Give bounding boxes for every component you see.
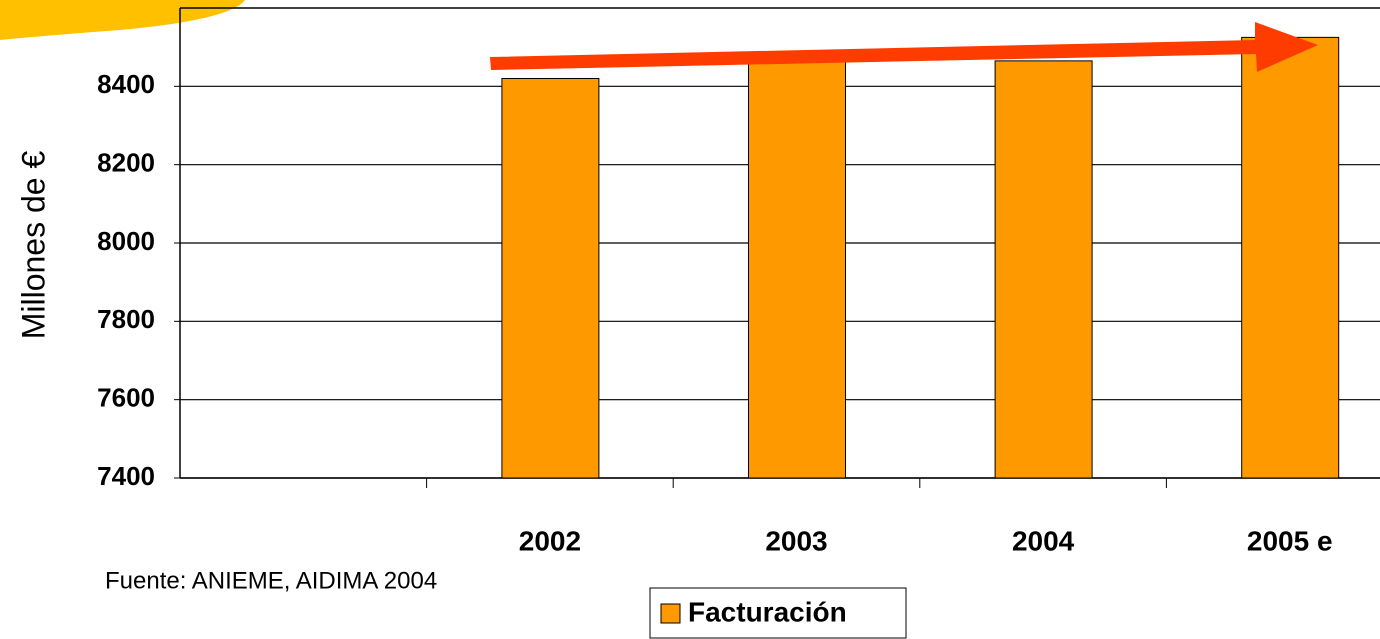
bar bbox=[994, 60, 1093, 479]
x-tick-label: 2002 bbox=[519, 525, 581, 556]
y-tick-label: 8000 bbox=[97, 226, 155, 256]
bar bbox=[1241, 36, 1340, 479]
y-tick-label: 8400 bbox=[97, 69, 155, 99]
source-note: Fuente: ANIEME, AIDIMA 2004 bbox=[105, 567, 437, 594]
legend-box bbox=[649, 587, 907, 639]
corner-decoration bbox=[0, 0, 245, 40]
y-tick-label: 7600 bbox=[97, 383, 155, 413]
trend-arrow bbox=[490, 22, 1318, 72]
bar bbox=[501, 78, 600, 479]
y-axis-title: Millones de € bbox=[15, 151, 51, 340]
y-tick-label: 7400 bbox=[97, 461, 155, 491]
y-tick-label: 7800 bbox=[97, 304, 155, 334]
x-tick-label: 2003 bbox=[765, 525, 827, 556]
x-tick-label: 2005 e bbox=[1247, 525, 1333, 556]
y-tick-label: 8200 bbox=[97, 148, 155, 178]
legend-label: Facturación bbox=[688, 596, 847, 627]
x-tick-label: 2004 bbox=[1012, 525, 1075, 556]
legend-swatch bbox=[660, 603, 681, 624]
bar bbox=[748, 58, 846, 479]
